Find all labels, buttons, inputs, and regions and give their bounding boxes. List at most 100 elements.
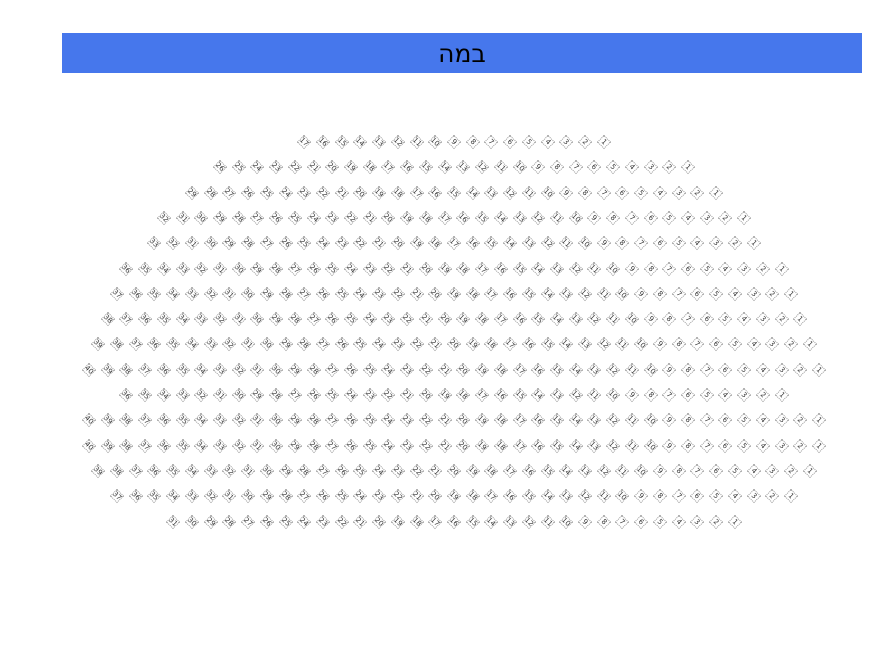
seat[interactable]: 36 — [128, 489, 143, 504]
seat[interactable]: 4 — [652, 185, 667, 200]
seat[interactable]: 15 — [446, 185, 462, 200]
seat[interactable]: 3 — [755, 312, 770, 327]
seat[interactable]: 35 — [147, 489, 162, 504]
seat[interactable]: 25 — [353, 463, 368, 478]
seat[interactable]: 21 — [437, 413, 452, 428]
seat[interactable]: 18 — [390, 185, 405, 200]
seat[interactable]: 22 — [418, 438, 433, 453]
seat[interactable]: 5 — [737, 413, 752, 428]
seat[interactable]: 20 — [381, 210, 396, 225]
seat[interactable]: 12 — [568, 261, 583, 276]
seat[interactable]: 33 — [212, 362, 228, 377]
seat[interactable]: 4 — [680, 210, 696, 225]
seat[interactable]: 38 — [109, 337, 125, 352]
seat[interactable]: 8 — [465, 134, 480, 150]
seat[interactable]: 27 — [297, 489, 312, 504]
seat[interactable]: 11 — [540, 514, 555, 529]
seat[interactable]: 26 — [334, 463, 349, 478]
seat[interactable]: 23 — [362, 387, 377, 403]
seat[interactable]: 7 — [662, 387, 677, 403]
seat[interactable]: 14 — [353, 134, 368, 150]
seat[interactable]: 18 — [428, 236, 443, 251]
seat[interactable]: 2 — [690, 185, 705, 200]
seat[interactable]: 19 — [437, 261, 452, 276]
seat[interactable]: 11 — [493, 160, 508, 175]
seat[interactable]: 18 — [484, 463, 499, 478]
seat[interactable]: 37 — [109, 286, 125, 301]
seat[interactable]: 27 — [287, 387, 302, 403]
seat[interactable]: 14 — [503, 236, 518, 251]
seat[interactable]: 32 — [203, 489, 218, 504]
seat[interactable]: 16 — [503, 286, 518, 301]
seat[interactable]: 5 — [709, 286, 724, 301]
seat[interactable]: 35 — [166, 337, 181, 352]
seat[interactable]: 3 — [699, 210, 714, 225]
seat[interactable]: 16 — [456, 210, 471, 225]
seat[interactable]: 9 — [652, 463, 667, 478]
seat[interactable]: 4 — [671, 514, 686, 529]
seat[interactable]: 15 — [549, 438, 565, 453]
seat[interactable]: 9 — [643, 312, 658, 327]
seat[interactable]: 4 — [746, 337, 761, 352]
seat[interactable]: 28 — [306, 413, 321, 428]
seat[interactable]: 24 — [381, 362, 396, 377]
seat[interactable]: 14 — [559, 337, 574, 352]
seat[interactable]: 16 — [493, 387, 508, 403]
seat[interactable]: 17 — [493, 312, 508, 327]
seat[interactable]: 2 — [783, 463, 799, 478]
seat[interactable]: 31 — [222, 489, 237, 504]
seat[interactable]: 14 — [465, 185, 480, 200]
seat[interactable]: 10 — [643, 438, 658, 453]
seat[interactable]: 1 — [802, 463, 817, 478]
seat[interactable]: 15 — [549, 413, 565, 428]
seat[interactable]: 17 — [475, 387, 490, 403]
seat[interactable]: 9 — [559, 185, 574, 200]
seat[interactable]: 22 — [381, 261, 396, 276]
seat[interactable]: 22 — [381, 387, 396, 403]
seat[interactable]: 37 — [128, 337, 143, 352]
seat[interactable]: 37 — [138, 413, 153, 428]
seat[interactable]: 32 — [231, 438, 246, 453]
seat[interactable]: 20 — [418, 261, 433, 276]
seat[interactable]: 22 — [390, 286, 405, 301]
seat[interactable]: 6 — [643, 210, 658, 225]
seat[interactable]: 6 — [587, 160, 602, 175]
seat[interactable]: 35 — [138, 387, 153, 403]
seat[interactable]: 1 — [793, 312, 808, 327]
seat[interactable]: 25 — [343, 312, 359, 327]
seat[interactable]: 30 — [231, 387, 246, 403]
seat[interactable]: 1 — [774, 261, 789, 276]
seat[interactable]: 33 — [203, 463, 218, 478]
seat[interactable]: 29 — [250, 261, 265, 276]
seat[interactable]: 5 — [727, 337, 742, 352]
seat[interactable]: 2 — [774, 312, 789, 327]
seat[interactable]: 23 — [372, 489, 387, 504]
seat[interactable]: 22 — [400, 312, 415, 327]
seat[interactable]: 13 — [372, 134, 387, 150]
seat[interactable]: 18 — [493, 438, 508, 453]
seat[interactable]: 27 — [315, 463, 331, 478]
seat[interactable]: 31 — [231, 312, 246, 327]
seat[interactable]: 3 — [690, 514, 705, 529]
seat[interactable]: 33 — [184, 489, 199, 504]
seat[interactable]: 33 — [147, 236, 162, 251]
seat[interactable]: 12 — [568, 387, 583, 403]
seat[interactable]: 12 — [606, 362, 621, 377]
seat[interactable]: 36 — [128, 286, 143, 301]
seat[interactable]: 20 — [428, 489, 443, 504]
seat[interactable]: 20 — [390, 236, 405, 251]
seat[interactable]: 10 — [624, 312, 639, 327]
seat[interactable]: 38 — [119, 438, 134, 453]
seat[interactable]: 3 — [765, 463, 780, 478]
seat[interactable]: 8 — [680, 362, 696, 377]
seat[interactable]: 17 — [409, 185, 424, 200]
seat[interactable]: 12 — [521, 514, 536, 529]
seat[interactable]: 5 — [737, 362, 752, 377]
seat[interactable]: 15 — [484, 236, 499, 251]
seat[interactable]: 5 — [652, 514, 667, 529]
seat[interactable]: 30 — [241, 286, 256, 301]
seat[interactable]: 15 — [549, 362, 565, 377]
seat[interactable]: 26 — [343, 413, 359, 428]
seat[interactable]: 21 — [428, 463, 443, 478]
seat[interactable]: 3 — [774, 362, 789, 377]
